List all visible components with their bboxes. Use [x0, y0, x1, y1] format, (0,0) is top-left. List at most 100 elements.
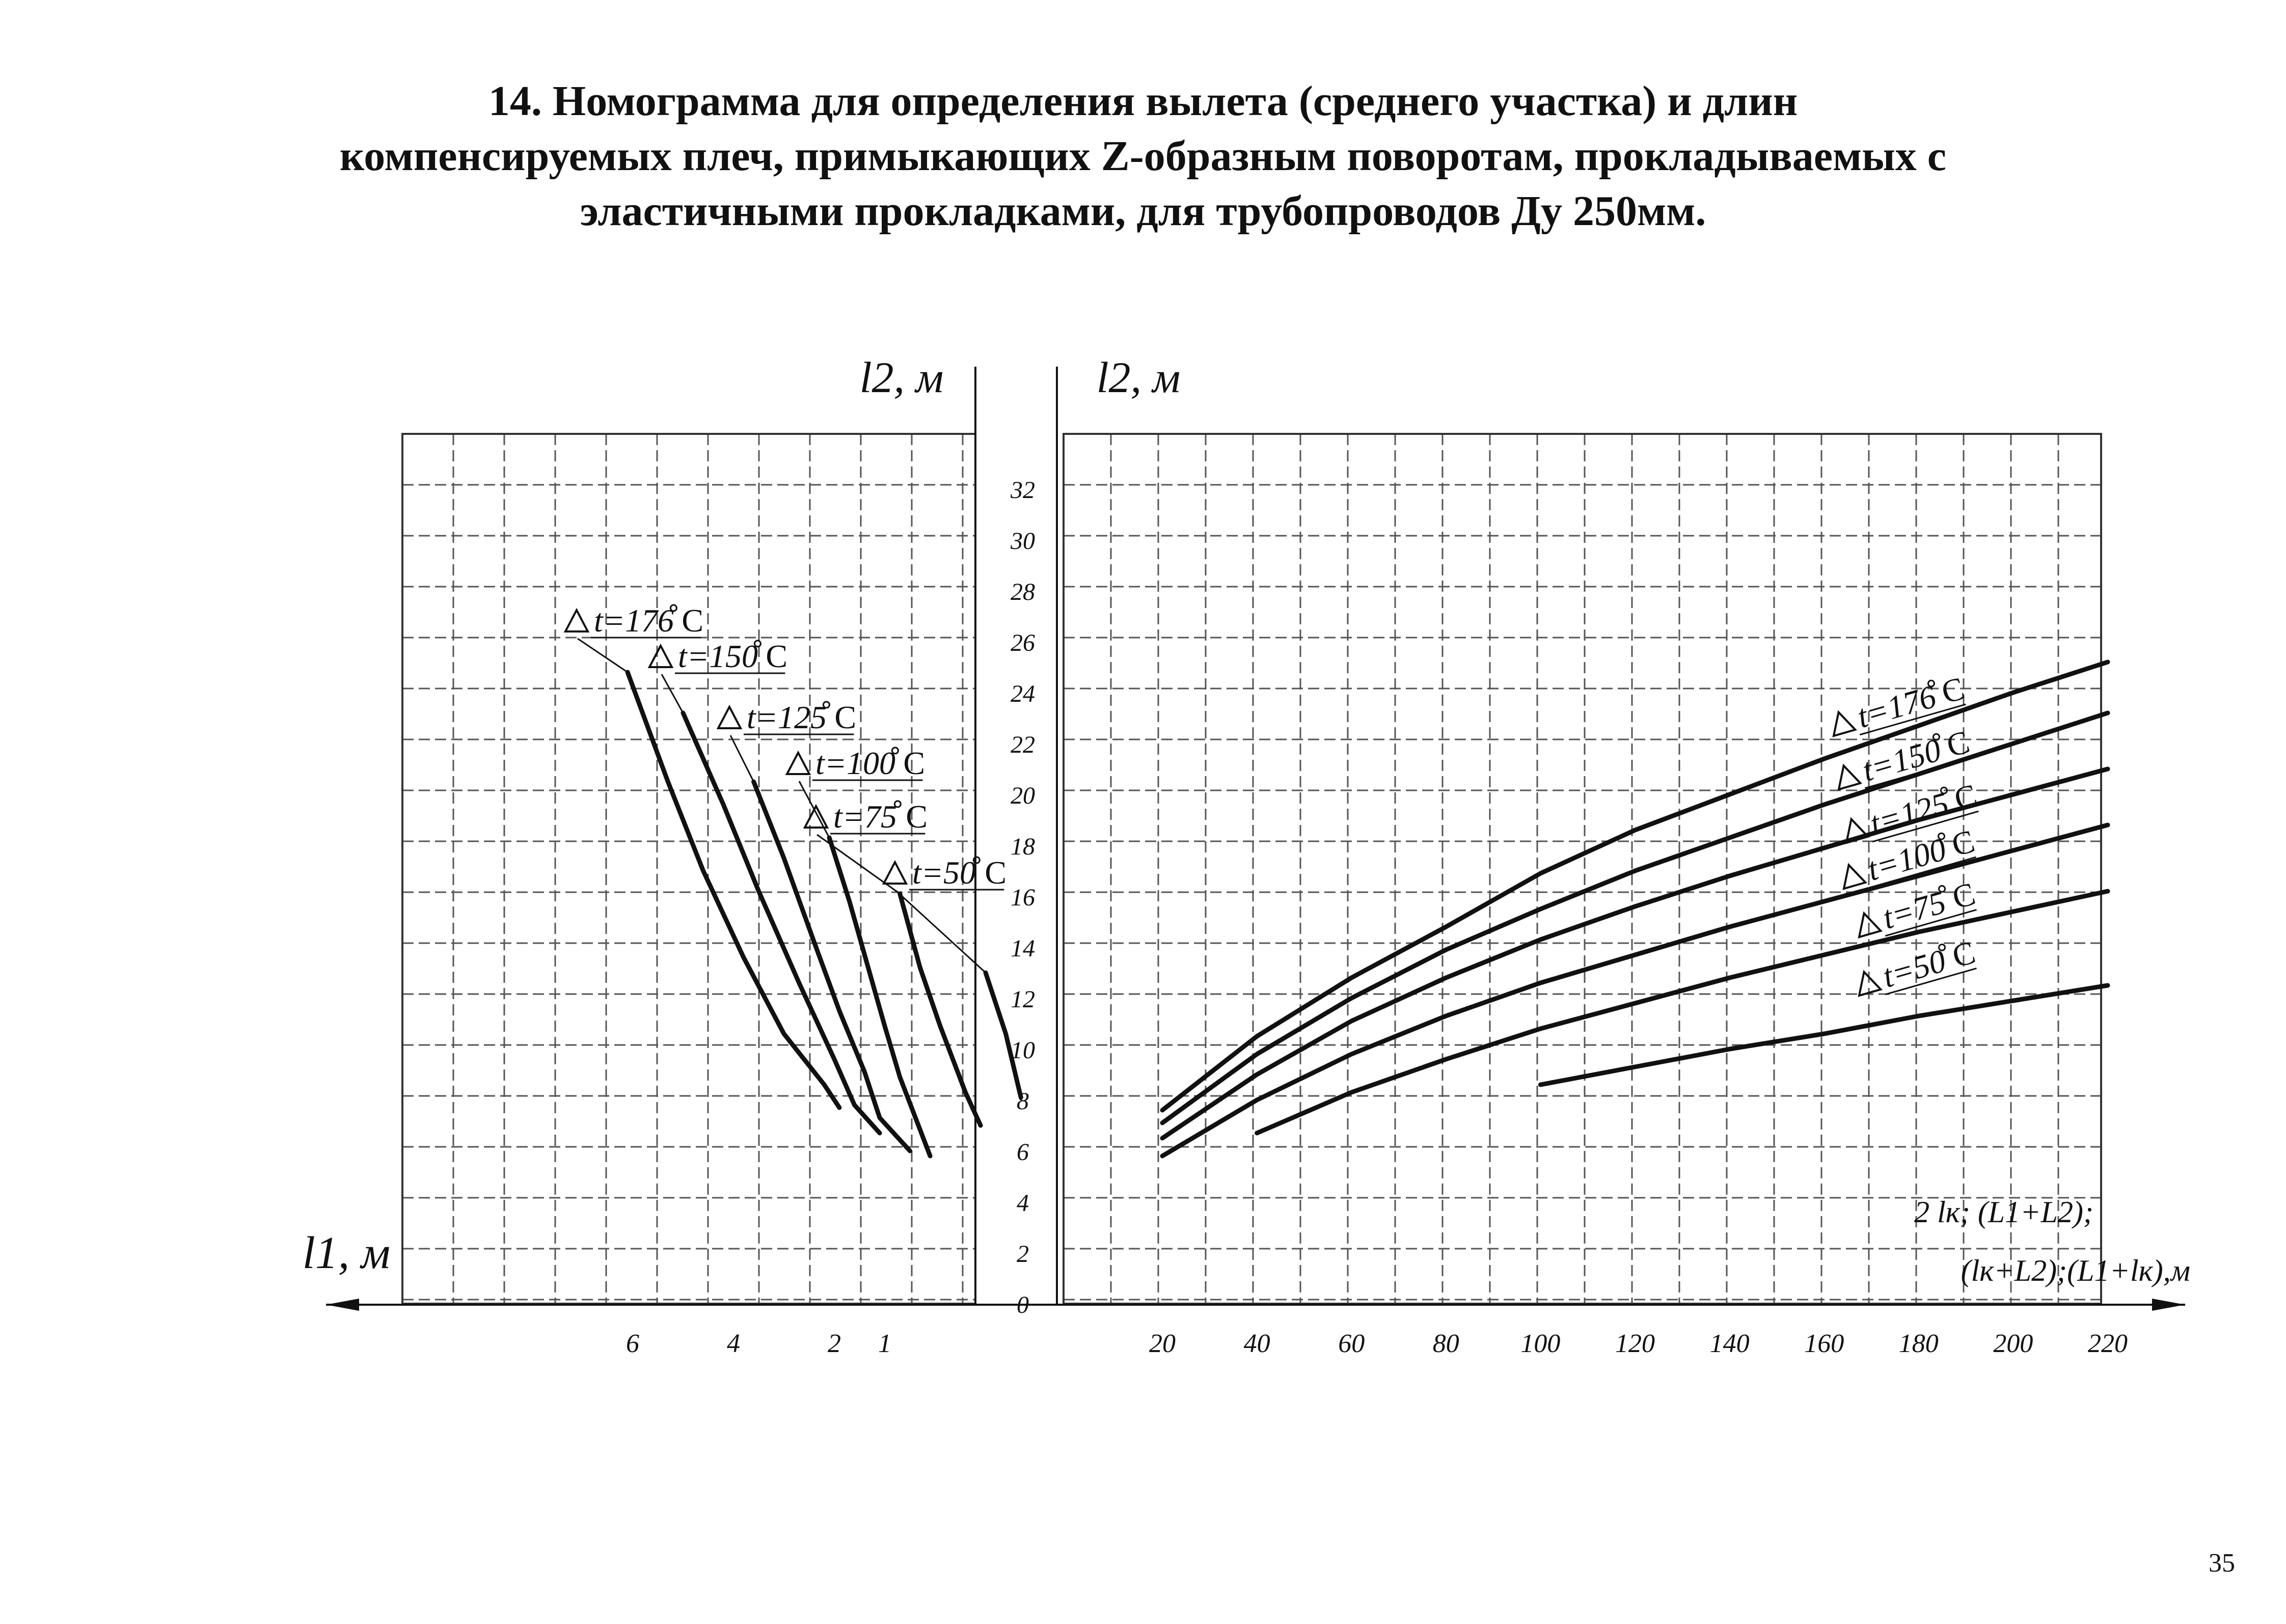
right-x-tick-label: 120 [1615, 1329, 1655, 1358]
y-tick-label: 14 [1011, 935, 1035, 962]
leader-line [895, 890, 987, 974]
y-tick-label: 2 [1017, 1241, 1029, 1268]
right-x-tick-label: 60 [1338, 1329, 1365, 1358]
right-curve-t50 [1538, 983, 2110, 1087]
degree-icon [893, 800, 902, 808]
left-series-label: t=125 C [716, 699, 856, 735]
left-y-axis-label: l2, м [860, 353, 944, 402]
label-underline [1872, 810, 1979, 843]
right-x-tick-label: 140 [1710, 1329, 1750, 1358]
axis-layer [326, 367, 2185, 1311]
y-tick-label: 12 [1011, 986, 1035, 1013]
right-x-tick-label: 180 [1899, 1329, 1939, 1358]
degree-icon [1938, 885, 1946, 893]
unit-c-label: C [985, 855, 1006, 891]
page-number: 35 [2209, 1549, 2235, 1578]
y-tick-label: 0 [1017, 1291, 1029, 1318]
y-tick-label: 18 [1011, 833, 1035, 860]
y-tick-label: 28 [1011, 579, 1035, 605]
y-tick-label: 8 [1017, 1088, 1029, 1115]
left-curve-t100 [827, 835, 933, 1159]
label-underline [1885, 967, 1977, 996]
left-x-tick-label: 1 [878, 1329, 891, 1358]
curve-label-text: t=100 [815, 745, 895, 781]
leader-line [729, 735, 754, 782]
y-tick-label: 10 [1011, 1037, 1035, 1064]
right-y-axis-label: l2, м [1097, 353, 1181, 402]
delta-icon [1832, 710, 1858, 737]
right-curve-t100 [1160, 822, 2110, 1159]
unit-c-label: C [682, 602, 703, 639]
right-curve-t125 [1160, 766, 2110, 1141]
label-underline [1885, 909, 1977, 937]
left-series-label: t=150 C [647, 638, 787, 674]
left-series-label: t=176 C [563, 602, 703, 639]
left-grid-frame [401, 433, 976, 1305]
curve-label-text: t=75 [833, 799, 897, 835]
y-tick-label: 22 [1011, 731, 1035, 758]
y-tick-label: 20 [1011, 782, 1035, 809]
y-tick-label: 24 [1011, 680, 1035, 707]
degree-icon [822, 701, 830, 709]
unit-c-label: C [766, 638, 787, 674]
curve-label-text: t=125 [747, 699, 827, 735]
degree-icon [1932, 733, 1940, 741]
y-tick-label: 16 [1011, 884, 1035, 911]
label-underline [1864, 757, 1971, 789]
left-curve-t176 [625, 670, 842, 1110]
left-series-label: t=100 C [785, 745, 925, 781]
right-curve-t150 [1160, 710, 2110, 1125]
grid-layer [401, 433, 2102, 1305]
left-curve-t125 [751, 779, 912, 1153]
left-x-tick-label: 6 [626, 1329, 639, 1358]
left-curve-t50 [983, 970, 1023, 1100]
delta-icon [1858, 970, 1883, 997]
left-series-label: t=75 C [803, 799, 928, 835]
leader-line [817, 834, 901, 895]
delta-icon [1837, 763, 1863, 791]
delta-icon [563, 608, 590, 632]
delta-icon [1858, 911, 1883, 939]
y-tick-label: 32 [1010, 477, 1035, 504]
right-x-tick-label: 220 [2088, 1329, 2128, 1358]
left-x-tick-label: 2 [828, 1329, 841, 1358]
curve-label-text: t=150 [678, 638, 758, 674]
delta-icon [803, 804, 829, 829]
right-x-axis-label-line2: (lк+L2);(L1+lк),м [1961, 1254, 2190, 1287]
right-curve-t176 [1160, 659, 2110, 1113]
title-line-3: эластичными прокладками, для трубопровод… [580, 187, 1706, 235]
label-underline [1859, 703, 1966, 736]
curve-label-text: t=50 [912, 855, 976, 891]
right-x-tick-label: 80 [1433, 1329, 1459, 1358]
degree-icon [753, 640, 761, 648]
y-tick-label: 30 [1010, 528, 1035, 555]
left-arrow-icon [326, 1299, 359, 1311]
title-line-2: компенсируемых плеч, примыкающих Z-образ… [339, 132, 1947, 180]
delta-icon [882, 860, 908, 885]
left-x-tick-label: 4 [727, 1329, 740, 1358]
label-layer: l2, м l2, м l1, м 2 lк; (L1+L2); (lк+L2);(L1… [303, 353, 2190, 1358]
left-curve-t75 [897, 891, 983, 1128]
right-x-tick-label: 40 [1244, 1329, 1270, 1358]
leader-line [577, 638, 628, 673]
curve-layer [625, 659, 2110, 1159]
right-x-tick-label: 20 [1149, 1329, 1176, 1358]
title-line-1: 14. Номограмма для определения вылета (с… [488, 77, 1798, 125]
degree-icon [891, 747, 899, 755]
curve-label-text: t=176 [594, 602, 674, 639]
y-tick-label: 26 [1011, 629, 1035, 656]
degree-icon [1940, 786, 1948, 794]
right-x-tick-label: 160 [1804, 1329, 1844, 1358]
delta-icon [1845, 817, 1870, 844]
curve-label-text: t=176 [1853, 678, 1940, 735]
leader-line [661, 674, 684, 713]
right-arrow-icon [2152, 1299, 2185, 1311]
y-tick-label: 4 [1017, 1190, 1029, 1217]
page-title: 14. Номограмма для определения вылета (с… [0, 74, 2286, 239]
degree-icon [669, 604, 677, 612]
label-underline [1869, 856, 1976, 889]
delta-icon [1842, 863, 1868, 890]
unit-c-label: C [903, 745, 925, 781]
left-series-label: t=50 C [882, 855, 1006, 891]
